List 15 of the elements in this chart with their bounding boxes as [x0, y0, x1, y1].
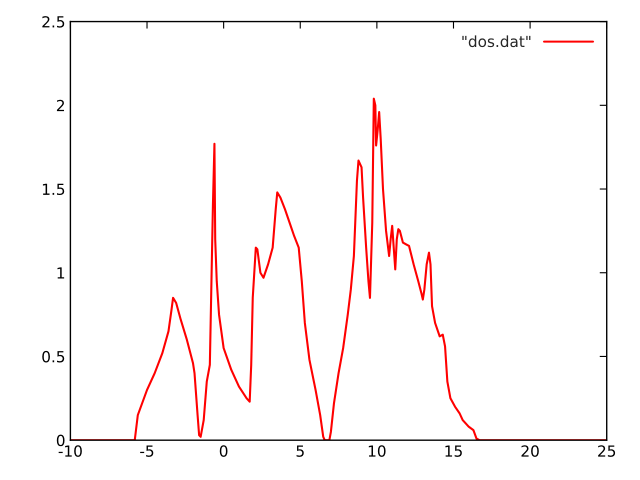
x-tick-label: 0	[220, 445, 228, 457]
x-tick-label: 25	[598, 445, 616, 457]
x-tick-label: 20	[522, 445, 539, 457]
x-tick-label: 15	[445, 445, 462, 457]
y-tick-label: 0	[56, 434, 65, 446]
x-tick-label: -10	[58, 445, 82, 457]
x-tick-label: -5	[140, 445, 154, 457]
legend-label: "dos.dat"	[462, 35, 530, 48]
y-tick-label: 1.5	[42, 184, 64, 196]
y-tick-label: 0.5	[42, 350, 64, 362]
x-tick-label: 10	[368, 445, 386, 457]
y-tick-label: 1	[57, 267, 64, 279]
y-tick-label: 2	[56, 100, 64, 112]
y-tick-label: 2.5	[42, 16, 64, 28]
x-tick-label: 5	[296, 445, 304, 457]
